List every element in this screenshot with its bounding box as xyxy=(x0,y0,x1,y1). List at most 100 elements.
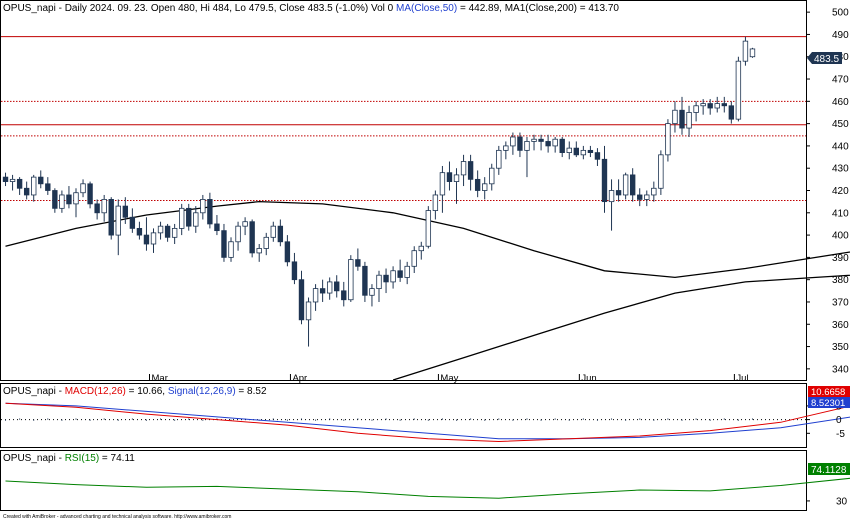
candle-body xyxy=(207,199,213,225)
rsi-series-line xyxy=(5,477,850,499)
candle-body xyxy=(73,192,79,205)
candle-body xyxy=(326,281,333,294)
candle-body xyxy=(517,136,523,151)
candle-body xyxy=(150,232,157,245)
candle-body xyxy=(608,190,615,203)
candle-body xyxy=(700,103,706,107)
ma200-line xyxy=(392,274,850,381)
price-tick-label: 420 xyxy=(832,186,849,197)
candle-body xyxy=(136,227,143,236)
candle-body xyxy=(143,234,150,245)
candle-body xyxy=(453,174,460,182)
month-label: Jun xyxy=(581,373,596,384)
candle-body xyxy=(45,183,51,191)
last-price-badge: 483.5 xyxy=(807,52,842,65)
candle-body xyxy=(545,141,551,147)
candle-body xyxy=(418,245,424,252)
candle-body xyxy=(693,105,699,113)
ma50-line xyxy=(5,200,850,279)
price-title: OPUS_napi - Daily 2024. 09. 23. Open 480… xyxy=(3,3,619,14)
candle-body xyxy=(38,176,44,185)
candle-body xyxy=(580,149,587,156)
candle-body xyxy=(171,227,178,238)
candle-body xyxy=(193,212,199,227)
candle-body xyxy=(284,241,291,263)
candle-body xyxy=(425,210,432,247)
candle-body xyxy=(9,178,16,182)
candle-body xyxy=(474,178,481,191)
candle-body xyxy=(270,225,276,238)
price-tick-label: 390 xyxy=(832,253,849,264)
candle-body xyxy=(179,207,185,229)
signal-badge: 8.52301 xyxy=(808,397,850,409)
candle-body xyxy=(531,138,537,142)
candle-body xyxy=(157,225,164,234)
footer-credit: Created with AmiBroker - advanced charti… xyxy=(3,514,231,520)
price-tick-label: 400 xyxy=(832,231,849,242)
candle-body xyxy=(615,190,622,196)
candle-body xyxy=(87,183,93,205)
rsi-pane xyxy=(0,450,807,511)
rsi-tick-label: 30 xyxy=(836,496,848,507)
price-tick-label: 450 xyxy=(832,119,849,130)
candle-body xyxy=(510,136,516,147)
price-tick-label: 350 xyxy=(832,342,849,353)
candle-body xyxy=(256,248,262,254)
candle-body xyxy=(66,194,72,205)
svg-text:10.6658: 10.6658 xyxy=(811,387,845,398)
candle-body xyxy=(672,109,678,125)
candle-body xyxy=(242,221,248,227)
candle-body xyxy=(573,147,579,156)
candle-body xyxy=(594,152,601,160)
candle-body xyxy=(622,174,629,196)
macd-tick-label: -5 xyxy=(836,429,845,440)
candle-body xyxy=(129,216,136,229)
candle-body xyxy=(489,167,495,185)
candle-body xyxy=(249,221,255,254)
candle-body xyxy=(319,288,326,294)
candle-body xyxy=(383,274,389,283)
candle-body xyxy=(714,103,720,109)
candle-body xyxy=(524,141,530,151)
candle-body xyxy=(312,288,319,303)
candle-body xyxy=(235,225,241,243)
candle-body xyxy=(221,230,227,258)
month-label: May xyxy=(440,373,458,384)
candle-body xyxy=(411,250,417,267)
candle-body xyxy=(376,274,382,289)
candle-body xyxy=(397,270,403,278)
candle-body xyxy=(742,40,749,62)
candle-body xyxy=(341,290,347,301)
candle-body xyxy=(496,149,502,169)
macd-badge: 10.6658 xyxy=(808,386,850,398)
candle-body xyxy=(200,199,206,214)
candle-body xyxy=(566,147,572,153)
candle-body xyxy=(404,265,410,278)
candle-body xyxy=(467,161,474,180)
month-labels: MarAprMayJunJulAugSep xyxy=(149,373,749,384)
month-label: Jul xyxy=(736,373,748,384)
y-axis-ticks: 5004904804704604504404304204104003903803… xyxy=(806,8,849,375)
signal-line xyxy=(5,402,850,440)
candle-body xyxy=(559,138,565,153)
price-tick-label: 380 xyxy=(832,275,849,286)
month-label: Mar xyxy=(152,373,168,384)
candle-body xyxy=(460,161,467,176)
candle-body xyxy=(369,288,375,296)
candle-body xyxy=(658,154,664,189)
candle-body xyxy=(108,199,114,236)
candle-body xyxy=(587,149,594,154)
month-label: Apr xyxy=(292,373,307,384)
candle-body xyxy=(2,176,9,182)
macd-line xyxy=(5,402,850,443)
candle-body xyxy=(277,225,284,243)
candle-body xyxy=(59,194,65,209)
horizontal-levels xyxy=(1,36,806,202)
candle-body xyxy=(503,145,509,151)
candle-body xyxy=(749,48,756,58)
moving-averages xyxy=(5,200,850,381)
rsi-title: OPUS_napi - RSI(15) = 74.11 xyxy=(3,453,135,464)
candle-body xyxy=(728,105,735,120)
candle-body xyxy=(355,259,361,267)
